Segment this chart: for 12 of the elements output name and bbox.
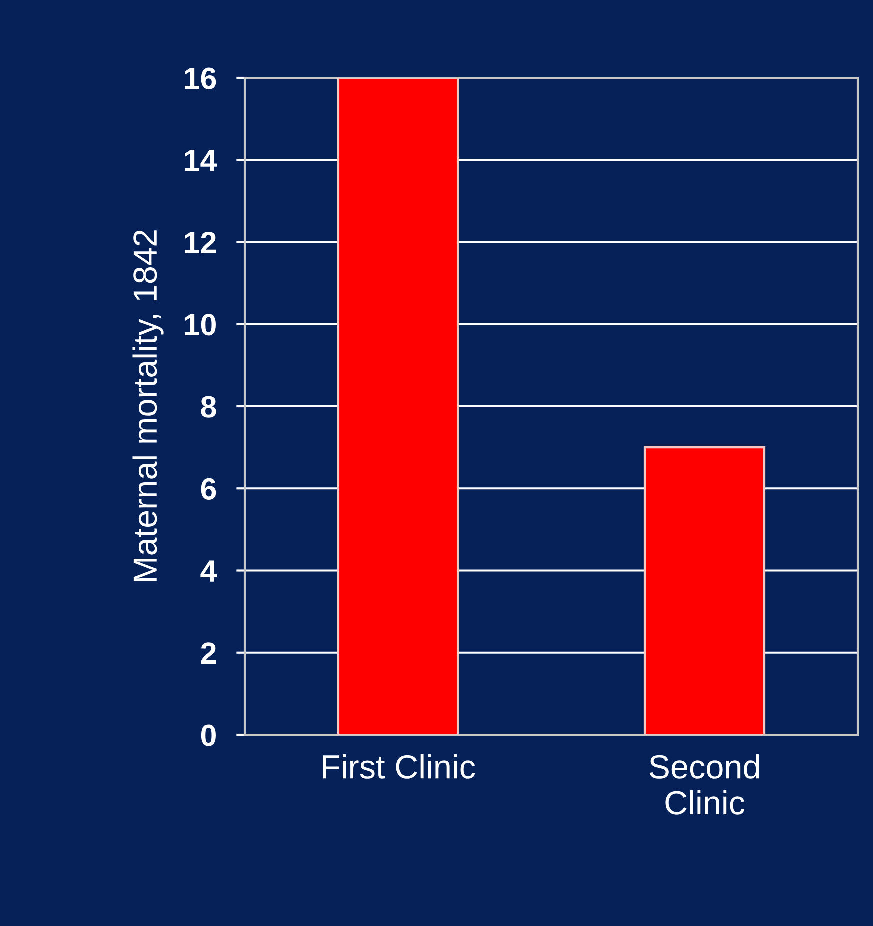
y-tick-label: 14: [185, 150, 218, 172]
y-tick-label: 10: [185, 314, 216, 336]
y-tick-label: 6: [201, 478, 216, 500]
y-tick-label: 8: [201, 396, 216, 418]
x-tick-label: First Clinic: [323, 754, 476, 779]
x-tick-label: Second Clinic: [650, 754, 760, 815]
y-tick-label: 4: [200, 560, 218, 582]
y-tick-label: 0: [201, 724, 216, 746]
y-tick-label: 2: [201, 642, 216, 664]
y-axis-title: Maternal mortality, 1842: [132, 230, 164, 582]
y-tick-label: 16: [185, 68, 216, 90]
y-tick-label: 12: [185, 232, 216, 254]
